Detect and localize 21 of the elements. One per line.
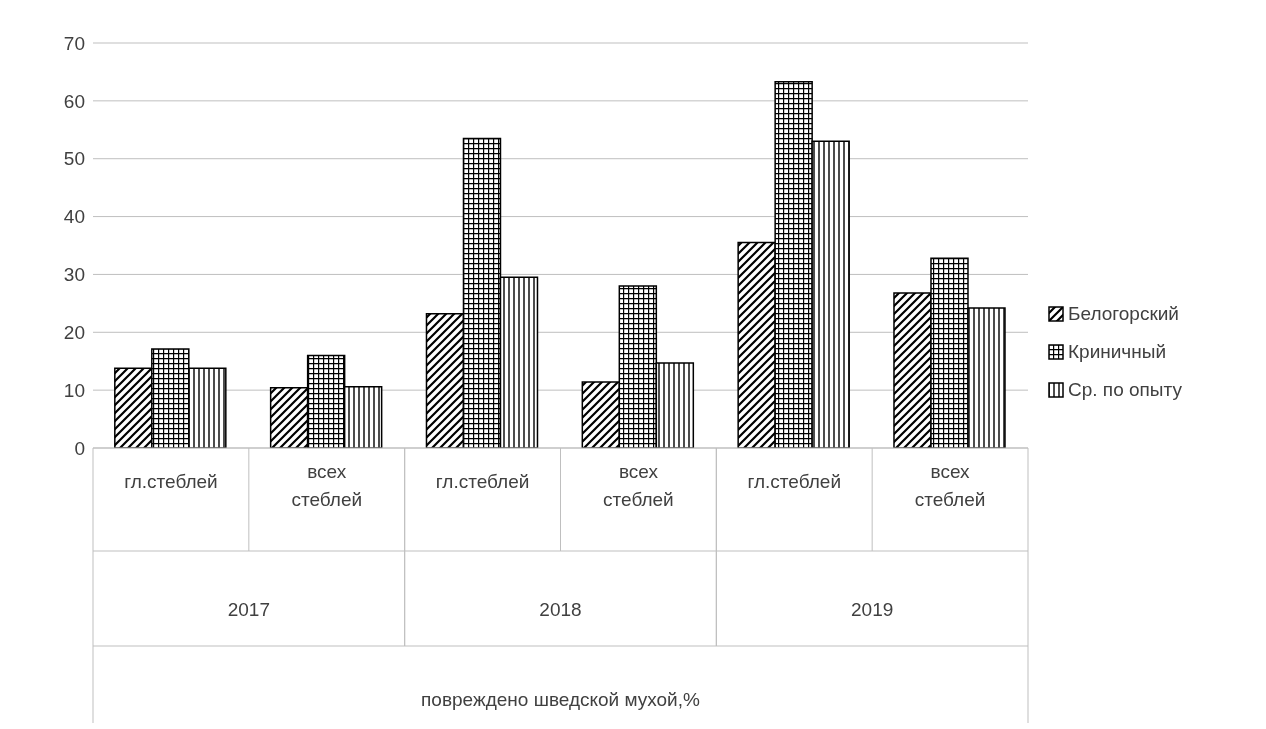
x-tick-label: всех стеблей: [914, 461, 986, 510]
x-tick-label: всех стеблей: [291, 461, 363, 510]
legend-label: Криничный: [1068, 341, 1167, 363]
legend-label: Ср. по опыту: [1068, 379, 1182, 401]
legend-label: Белогорский: [1068, 303, 1179, 325]
text: 2019: [851, 599, 894, 620]
y-tick-label: 40: [63, 206, 85, 228]
y-tick-label: 0: [74, 437, 85, 459]
y-tick-label: 30: [63, 264, 85, 286]
text: повреждено шведской мухой,%: [421, 689, 701, 710]
x-tick-label: гл.стеблей: [747, 471, 842, 492]
x-tick-label: гл.стеблей: [124, 471, 218, 492]
y-tick-label: 60: [63, 90, 85, 112]
y-tick-label: 70: [63, 32, 85, 54]
text: 2018: [539, 599, 582, 620]
text: 2017: [227, 599, 270, 620]
y-tick-label: 50: [63, 148, 85, 170]
y-tick-label: 20: [63, 322, 85, 344]
y-tick-label: 10: [63, 379, 85, 401]
x-tick-label: гл.стеблей: [435, 471, 530, 492]
x-tick-label: всех стеблей: [603, 461, 674, 510]
